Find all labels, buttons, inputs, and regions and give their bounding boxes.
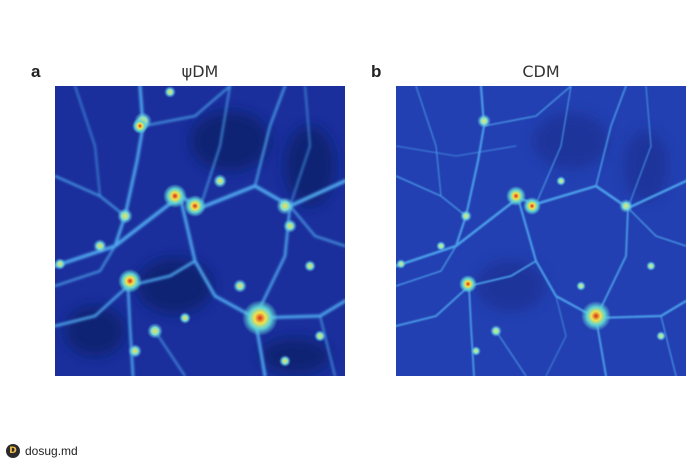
watermark: D dosug.md xyxy=(4,442,84,460)
panel-a-title: ψDM xyxy=(181,62,219,81)
cdm-simulation-image xyxy=(396,86,686,376)
cdm-cosmic-web xyxy=(396,86,686,376)
psidm-simulation-image xyxy=(55,86,345,376)
panel-b-letter: b xyxy=(371,62,382,81)
psidm-cosmic-web xyxy=(55,86,345,376)
panel-a-letter: a xyxy=(31,62,41,81)
watermark-text: dosug.md xyxy=(25,444,78,458)
panel-b-title: CDM xyxy=(522,62,560,81)
d-logo-icon: D xyxy=(6,444,20,458)
